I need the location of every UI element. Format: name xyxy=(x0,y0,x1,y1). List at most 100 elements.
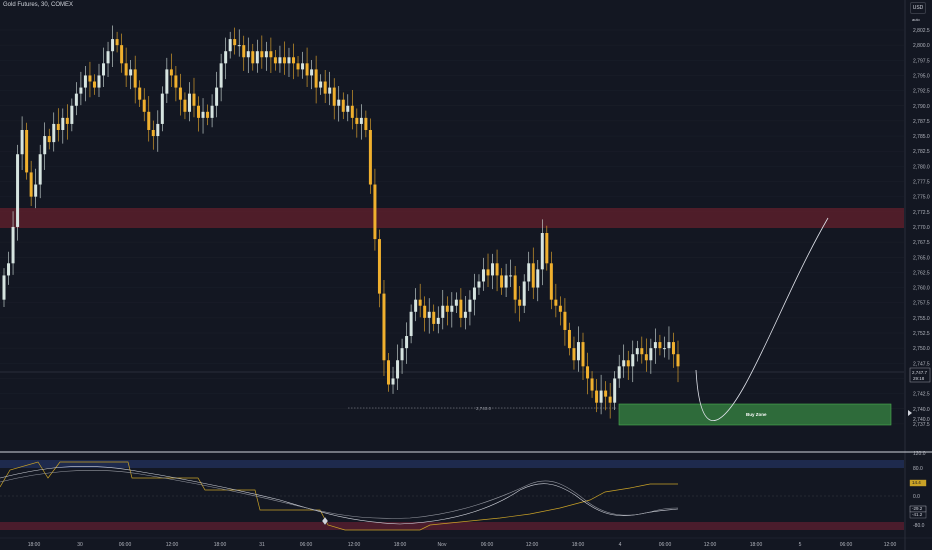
price-axis-label: 2,740.0 xyxy=(913,407,930,413)
candle-body xyxy=(292,57,296,64)
candle-body xyxy=(586,366,590,379)
osc-value-tag-text: -29.2 xyxy=(912,506,923,511)
price-axis-label: 2,750.0 xyxy=(913,346,930,352)
osc-lower-band xyxy=(0,522,904,530)
candle-body xyxy=(115,39,119,46)
candle-body xyxy=(79,87,83,94)
candle-body xyxy=(491,263,495,276)
candle-body xyxy=(260,51,264,58)
candle-body xyxy=(310,69,314,76)
candle-body xyxy=(545,233,549,264)
candle-body xyxy=(590,378,594,391)
candle-body xyxy=(319,81,323,88)
time-axis-label: 4 xyxy=(619,542,622,548)
last-price-countdown: 29:18 xyxy=(913,376,925,381)
candle-body xyxy=(52,123,56,143)
currency-button[interactable]: USD xyxy=(910,2,926,14)
auto-scale-button[interactable]: auto xyxy=(912,17,920,22)
time-axis-label: 12:00 xyxy=(348,542,361,548)
osc-marker xyxy=(321,516,329,526)
candle-body xyxy=(386,360,390,385)
osc-value-tag xyxy=(909,479,927,487)
candle-body xyxy=(472,287,476,300)
candle-body xyxy=(102,63,106,76)
candle-body xyxy=(495,263,499,276)
candle-body xyxy=(581,342,585,367)
candle-body xyxy=(558,305,562,312)
price-axis-label: 2,755.0 xyxy=(913,316,930,322)
candle-body xyxy=(7,263,11,276)
candle-body xyxy=(210,105,214,118)
candle-body xyxy=(454,299,458,306)
candle-body xyxy=(409,311,413,337)
candle-body xyxy=(350,105,354,118)
last-price-tag xyxy=(909,367,931,383)
candle-body xyxy=(201,111,205,118)
time-axis-label: 18:00 xyxy=(214,542,227,548)
candle-body xyxy=(129,69,133,76)
candle-body xyxy=(287,57,291,64)
time-axis-label: 06:00 xyxy=(481,542,494,548)
price-axis-label: 2,780.0 xyxy=(913,164,930,170)
candle-body xyxy=(219,63,223,88)
candle-body xyxy=(83,75,87,88)
candle-body xyxy=(174,75,178,88)
time-axis-label: 18:00 xyxy=(750,542,763,548)
candle-body xyxy=(509,275,513,277)
time-axis-label: 30 xyxy=(77,542,83,548)
candle-body xyxy=(92,81,96,88)
chart-title: Gold Futures, 30, COMEX xyxy=(3,2,74,8)
time-axis-label: 12:00 xyxy=(166,542,179,548)
price-axis-label: 2,757.5 xyxy=(913,301,930,307)
candle-body xyxy=(459,299,463,318)
price-axis-label: 2,747.5 xyxy=(913,361,930,367)
candle-body xyxy=(377,239,381,294)
time-axis-label: 12:00 xyxy=(704,542,717,548)
candle-body xyxy=(138,87,142,100)
candle-body xyxy=(133,69,137,88)
candle-body xyxy=(445,305,449,312)
candle-body xyxy=(251,51,255,64)
candle-body xyxy=(296,63,300,70)
candle-body xyxy=(38,154,42,185)
candle-body xyxy=(572,348,576,361)
candle-body xyxy=(242,45,246,58)
candle-body xyxy=(187,93,191,112)
candle-body xyxy=(613,378,617,403)
candle-body xyxy=(246,51,250,58)
candle-body xyxy=(25,129,29,173)
candle-body xyxy=(513,275,517,300)
candle-body xyxy=(183,99,187,112)
candle-body xyxy=(255,51,259,64)
price-axis-label: 2,792.5 xyxy=(913,89,930,95)
candle-body xyxy=(486,269,490,276)
candle-body xyxy=(273,57,277,64)
candle-body xyxy=(373,184,377,240)
last-price-value: 2,747.7 xyxy=(912,370,928,375)
candle-body xyxy=(278,57,282,64)
candle-body xyxy=(43,136,47,155)
candle-body xyxy=(536,269,540,288)
osc-line-2 xyxy=(0,469,679,519)
candle-body xyxy=(653,342,657,349)
candle-body xyxy=(332,87,336,106)
price-axis-label: 2,752.5 xyxy=(913,331,930,337)
candle-body xyxy=(599,390,603,403)
candle-body xyxy=(405,336,409,349)
candle-body xyxy=(576,342,580,361)
candle-body xyxy=(391,378,395,385)
buy-zone[interactable] xyxy=(618,403,892,426)
candle-body xyxy=(626,360,630,367)
candle-body xyxy=(540,233,544,270)
buy-zone-label: Buy Zone xyxy=(746,412,767,417)
price-axis-label: 2,797.5 xyxy=(913,58,930,64)
time-axis-label: Nov xyxy=(438,542,447,548)
candle-body xyxy=(604,390,608,397)
price-axis-label: 2,737.5 xyxy=(913,422,930,428)
candle-body xyxy=(20,129,24,155)
price-axis-label: 2,762.5 xyxy=(913,270,930,276)
candle-body xyxy=(305,63,309,76)
candle-body xyxy=(29,172,33,197)
candle-body xyxy=(178,87,182,100)
